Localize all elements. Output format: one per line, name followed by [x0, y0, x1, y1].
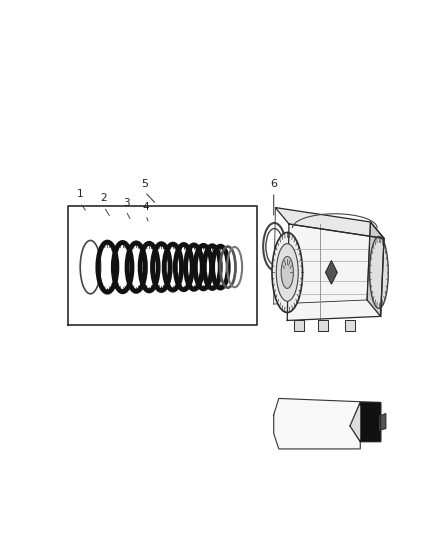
Ellipse shape [276, 244, 298, 301]
Ellipse shape [370, 237, 388, 309]
Text: 6: 6 [270, 179, 277, 189]
Text: 2: 2 [101, 193, 107, 204]
Text: 1: 1 [77, 189, 84, 199]
Bar [294, 320, 304, 330]
Polygon shape [274, 399, 381, 449]
Polygon shape [326, 261, 337, 284]
Text: 4: 4 [142, 201, 149, 212]
Polygon shape [276, 207, 384, 238]
Ellipse shape [281, 256, 293, 288]
Polygon shape [367, 222, 384, 317]
Bar [345, 320, 355, 330]
Polygon shape [350, 406, 360, 440]
Ellipse shape [272, 232, 303, 312]
Text: 5: 5 [141, 179, 148, 189]
Text: 3: 3 [123, 198, 129, 207]
Bar [318, 320, 328, 330]
Polygon shape [380, 414, 386, 430]
Polygon shape [287, 224, 384, 320]
Polygon shape [350, 402, 381, 441]
